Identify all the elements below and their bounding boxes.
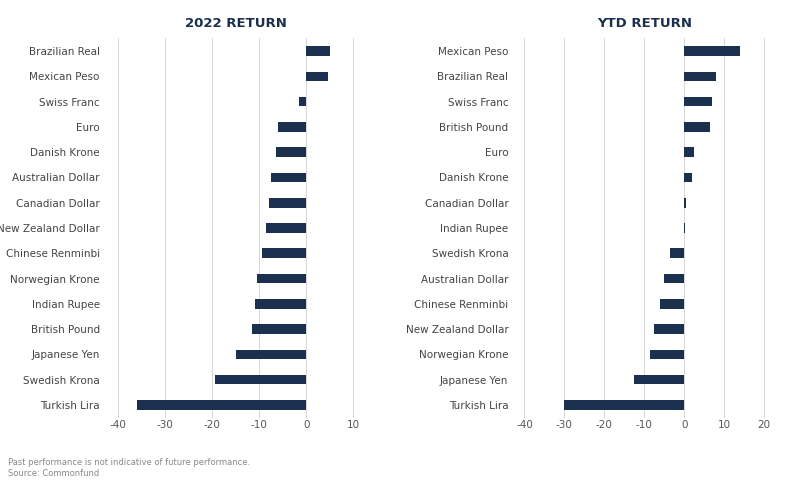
Bar [214, 375, 306, 384]
Bar [269, 198, 306, 207]
Title: 2022 RETURN: 2022 RETURN [185, 17, 286, 30]
Bar [299, 97, 306, 107]
Bar [252, 324, 306, 334]
Bar [684, 198, 686, 207]
Text: Past performance is not indicative of future performance.
Source: Commonfund: Past performance is not indicative of fu… [8, 458, 250, 478]
Bar [660, 299, 684, 309]
Bar [271, 173, 306, 182]
Bar [236, 349, 306, 359]
Bar [306, 46, 330, 56]
Bar [684, 97, 712, 107]
Bar [670, 249, 684, 258]
Bar [664, 274, 684, 283]
Bar [684, 46, 740, 56]
Bar [278, 122, 306, 132]
Bar [262, 249, 306, 258]
Bar [306, 72, 327, 81]
Bar [650, 349, 684, 359]
Bar [137, 400, 306, 410]
Bar [634, 375, 684, 384]
Bar [266, 223, 306, 233]
Bar [257, 274, 306, 283]
Title: YTD RETURN: YTD RETURN [597, 17, 692, 30]
Bar [684, 122, 710, 132]
Bar [684, 72, 716, 81]
Bar [254, 299, 306, 309]
Bar [654, 324, 684, 334]
Bar [564, 400, 684, 410]
Bar [276, 147, 306, 157]
Bar [684, 173, 692, 182]
Bar [684, 147, 694, 157]
